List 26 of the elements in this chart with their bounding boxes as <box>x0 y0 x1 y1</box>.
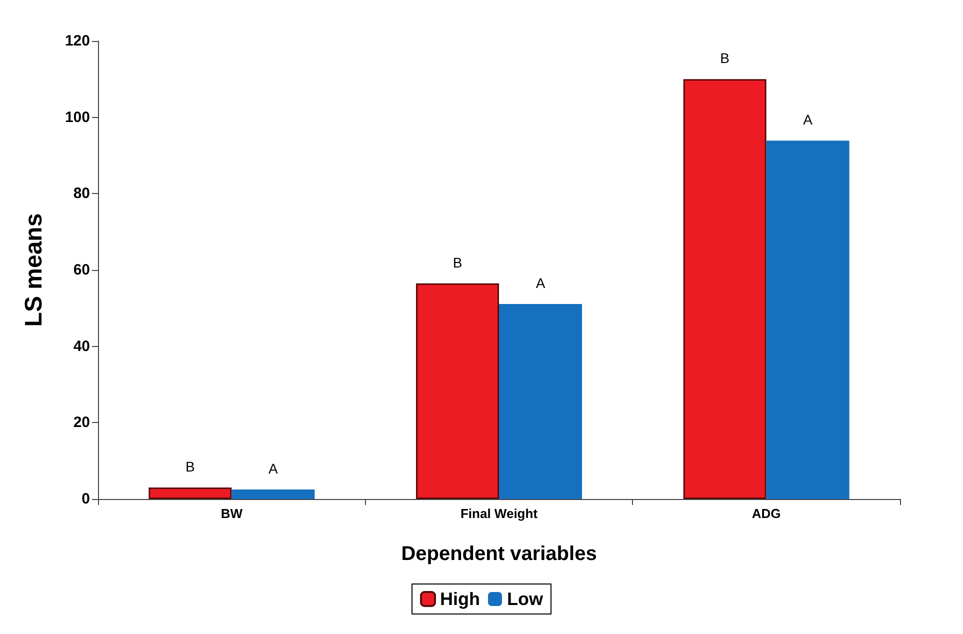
y-tick-label: 120 <box>64 32 90 50</box>
y-tick-label: 100 <box>64 108 90 126</box>
annotation: A <box>536 274 546 291</box>
bar <box>148 488 232 499</box>
y-tick-label: 0 <box>82 490 90 508</box>
y-tick-label: 20 <box>73 414 90 432</box>
annotation: B <box>185 458 195 475</box>
bar <box>683 79 766 499</box>
bar <box>416 283 499 499</box>
y-axis-title: LS means <box>20 213 48 327</box>
y-tick-label: 80 <box>73 185 90 202</box>
annotation: A <box>268 460 278 476</box>
bar <box>766 140 850 499</box>
legend-label: Low <box>507 589 544 609</box>
y-tick-label: 40 <box>73 338 90 355</box>
y-tick-label: 60 <box>73 262 90 278</box>
x-tick-label: ADG <box>752 506 781 521</box>
bar <box>232 489 315 499</box>
legend-label: High <box>440 589 480 609</box>
x-tick-label: BW <box>220 506 244 521</box>
annotation: A <box>803 112 814 128</box>
annotation: B <box>720 50 730 66</box>
annotation: B <box>452 254 462 270</box>
x-axis-title: Dependent variables <box>401 543 597 565</box>
bar <box>499 304 582 499</box>
x-tick-label: Final Weight <box>460 506 538 521</box>
